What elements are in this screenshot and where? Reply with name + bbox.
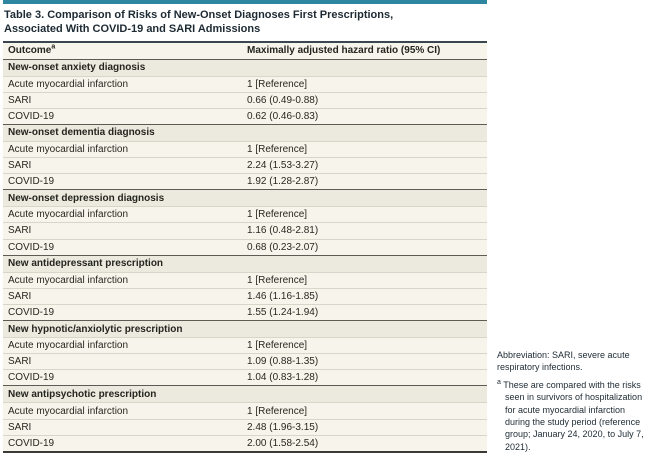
table-row: COVID-19 2.00 (1.58-2.54) xyxy=(3,434,487,451)
section-header-row: New-onset dementia diagnosis xyxy=(3,124,487,141)
outcome-cell: COVID-19 xyxy=(8,110,55,122)
hazard-ratio-cell: 0.68 (0.23-2.07) xyxy=(247,241,319,253)
table-row: COVID-19 0.68 (0.23-2.07) xyxy=(3,238,487,255)
table-row: SARI 1.16 (0.48-2.81) xyxy=(3,222,487,239)
hazard-ratio-cell: 1.55 (1.24-1.94) xyxy=(247,306,319,318)
hazard-ratio-cell: 0.62 (0.46-0.83) xyxy=(247,110,319,122)
outcome-cell: COVID-19 xyxy=(8,241,55,253)
outcome-cell: Acute myocardial infarction xyxy=(8,144,129,156)
table-row: SARI 2.24 (1.53-3.27) xyxy=(3,157,487,174)
section-header-label: New hypnotic/anxiolytic prescription xyxy=(8,323,183,335)
table-title-line1: Table 3. Comparison of Risks of New-Onse… xyxy=(4,9,394,21)
section-header-label: New antidepressant prescription xyxy=(8,258,164,270)
table-row: Acute myocardial infarction 1 [Reference… xyxy=(3,206,487,223)
table-body: New-onset anxiety diagnosis Acute myocar… xyxy=(3,58,487,453)
notes-panel: Abbreviation: SARI, severe acute respira… xyxy=(497,349,648,453)
column-header-outcome: Outcomea xyxy=(3,43,247,57)
outcome-cell: COVID-19 xyxy=(8,437,55,449)
outcome-cell: SARI xyxy=(8,160,32,172)
section-header-label: New antipsychotic prescription xyxy=(8,388,157,400)
outcome-cell: Acute myocardial infarction xyxy=(8,405,129,417)
outcome-cell: SARI xyxy=(8,356,32,368)
table3: Table 3. Comparison of Risks of New-Onse… xyxy=(3,0,487,453)
hazard-ratio-cell: 0.66 (0.49-0.88) xyxy=(247,94,319,106)
section-header-row: New hypnotic/anxiolytic prescription xyxy=(3,321,487,338)
column-header-row: Outcomea Maximally adjusted hazard ratio… xyxy=(3,41,487,59)
table-section: New-onset dementia diagnosis Acute myoca… xyxy=(3,123,487,190)
hazard-ratio-cell: 1 [Reference] xyxy=(247,340,308,352)
table-title: Table 3. Comparison of Risks of New-Onse… xyxy=(3,4,487,41)
table-row: Acute myocardial infarction 1 [Reference… xyxy=(3,337,487,354)
hazard-ratio-cell: 1 [Reference] xyxy=(247,78,308,90)
table-section: New hypnotic/anxiolytic prescription Acu… xyxy=(3,320,487,386)
hazard-ratio-cell: 1.04 (0.83-1.28) xyxy=(247,372,319,384)
table-row: COVID-19 1.04 (0.83-1.28) xyxy=(3,369,487,386)
outcome-cell: SARI xyxy=(8,225,32,237)
hazard-ratio-cell: 2.00 (1.58-2.54) xyxy=(247,437,319,449)
hazard-ratio-cell: 2.24 (1.53-3.27) xyxy=(247,160,319,172)
section-header-label: New-onset dementia diagnosis xyxy=(8,127,155,139)
section-header-row: New antipsychotic prescription xyxy=(3,386,487,403)
hazard-ratio-cell: 1.46 (1.16-1.85) xyxy=(247,290,319,302)
outcome-cell: SARI xyxy=(8,290,32,302)
footnote-text: These are compared with the risks seen i… xyxy=(503,379,644,452)
table-row: Acute myocardial infarction 1 [Reference… xyxy=(3,271,487,288)
table-row: COVID-19 1.92 (1.28-2.87) xyxy=(3,173,487,190)
table-section: New-onset depression diagnosis Acute myo… xyxy=(3,189,487,255)
outcome-cell: Acute myocardial infarction xyxy=(8,340,129,352)
table-row: SARI 1.09 (0.88-1.35) xyxy=(3,353,487,370)
section-header-label: New-onset depression diagnosis xyxy=(8,192,165,204)
outcome-cell: COVID-19 xyxy=(8,306,55,318)
hazard-ratio-cell: 1.09 (0.88-1.35) xyxy=(247,356,319,368)
outcome-cell: Acute myocardial infarction xyxy=(8,78,129,90)
outcome-cell: COVID-19 xyxy=(8,176,55,188)
section-header-row: New-onset depression diagnosis xyxy=(3,190,487,207)
table-row: Acute myocardial infarction 1 [Reference… xyxy=(3,75,487,92)
hazard-ratio-cell: 2.48 (1.96-3.15) xyxy=(247,421,319,433)
outcome-footnote-marker: a xyxy=(51,43,56,51)
table-row: COVID-19 1.55 (1.24-1.94) xyxy=(3,303,487,320)
hazard-ratio-cell: 1.16 (0.48-2.81) xyxy=(247,225,319,237)
hazard-ratio-cell: 1 [Reference] xyxy=(247,209,308,221)
outcome-cell: Acute myocardial infarction xyxy=(8,209,129,221)
table-row: SARI 0.66 (0.49-0.88) xyxy=(3,91,487,108)
outcome-cell: COVID-19 xyxy=(8,372,55,384)
table-title-line2: Associated With COVID-19 and SARI Admiss… xyxy=(4,22,261,35)
section-header-label: New-onset anxiety diagnosis xyxy=(8,62,146,74)
hazard-ratio-cell: 1 [Reference] xyxy=(247,144,308,156)
outcome-cell: Acute myocardial infarction xyxy=(8,274,129,286)
table-section: New-onset anxiety diagnosis Acute myocar… xyxy=(3,58,487,124)
table-row: Acute myocardial infarction 1 [Reference… xyxy=(3,402,487,419)
table-section: New antipsychotic prescription Acute myo… xyxy=(3,385,487,451)
table-row: COVID-19 0.62 (0.46-0.83) xyxy=(3,107,487,124)
outcome-cell: SARI xyxy=(8,94,32,106)
table-row: Acute myocardial infarction 1 [Reference… xyxy=(3,140,487,158)
hazard-ratio-cell: 1 [Reference] xyxy=(247,274,308,286)
hazard-ratio-cell: 1.92 (1.28-2.87) xyxy=(247,176,319,188)
outcome-cell: SARI xyxy=(8,421,32,433)
table-section: New antidepressant prescription Acute my… xyxy=(3,254,487,320)
teal-accent-bar xyxy=(3,0,487,4)
column-header-hazard-ratio: Maximally adjusted hazard ratio (95% CI) xyxy=(247,45,441,57)
footnote-marker: a xyxy=(497,378,501,386)
section-header-row: New-onset anxiety diagnosis xyxy=(3,59,487,76)
section-header-row: New antidepressant prescription xyxy=(3,255,487,272)
footnote-a: a These are compared with the risks seen… xyxy=(497,379,648,453)
hazard-ratio-cell: 1 [Reference] xyxy=(247,405,308,417)
column-header-outcome-label: Outcome xyxy=(8,45,52,57)
abbreviation-note: Abbreviation: SARI, severe acute respira… xyxy=(497,350,630,373)
table-row: SARI 1.46 (1.16-1.85) xyxy=(3,287,487,304)
table-row: SARI 2.48 (1.96-3.15) xyxy=(3,418,487,435)
